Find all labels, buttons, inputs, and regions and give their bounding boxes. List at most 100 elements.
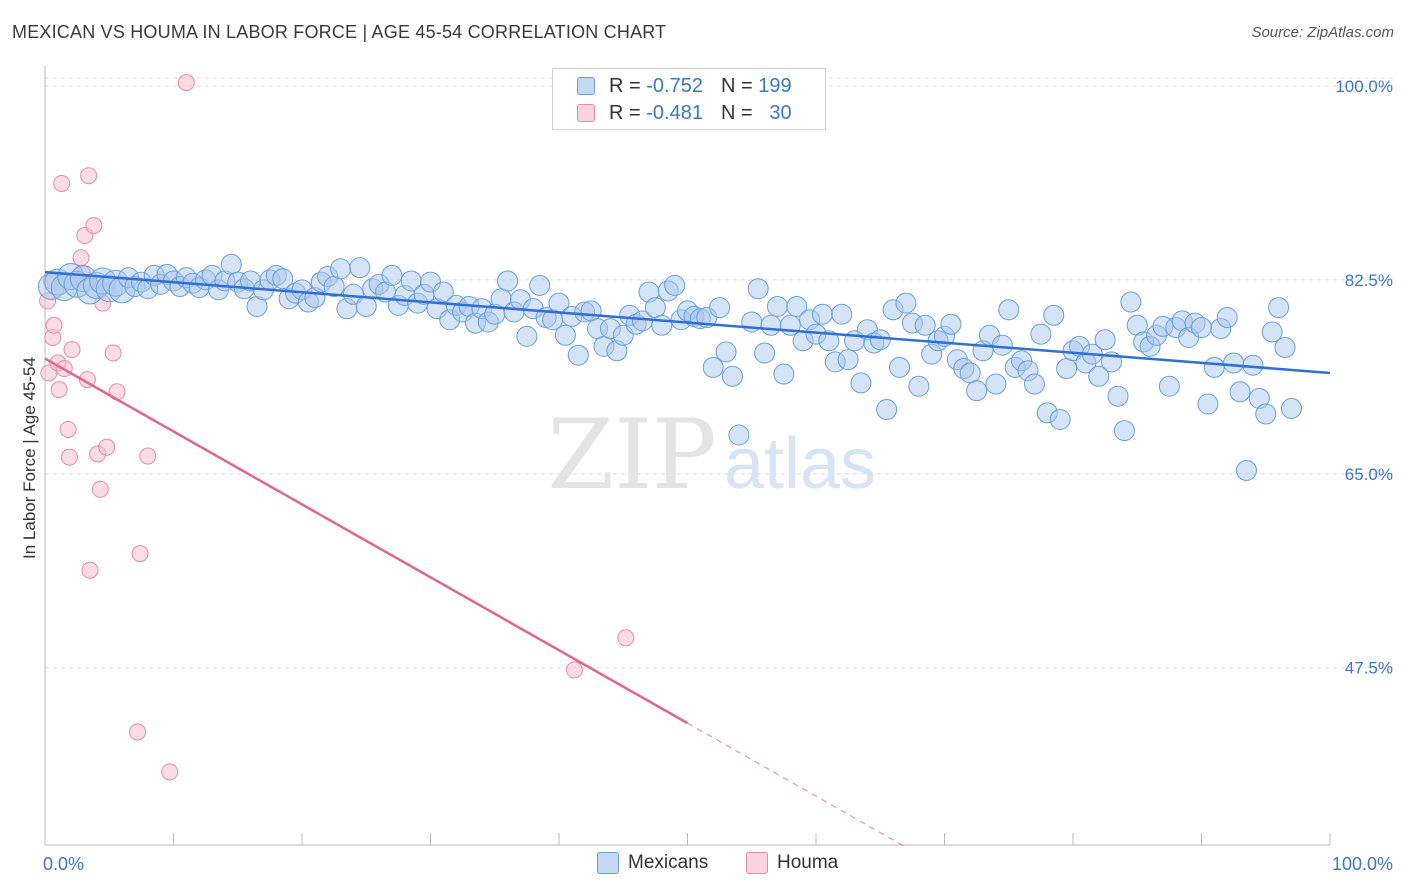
mexicans-point xyxy=(876,399,898,421)
mexicans-point xyxy=(991,334,1013,356)
houma-point xyxy=(72,249,90,267)
mexicans-point xyxy=(1030,323,1052,345)
legend-row-houma: R = -0.481 N = 30 xyxy=(577,101,792,125)
mexicans-point xyxy=(1235,459,1257,481)
source-note: Source: ZipAtlas.com xyxy=(1251,24,1394,41)
series-legend: Mexicans Houma xyxy=(0,852,1406,878)
legend-item-mexicans[interactable]: Mexicans xyxy=(597,852,708,874)
houma-points xyxy=(39,74,635,781)
mexicans-point xyxy=(786,295,808,317)
mexicans-point xyxy=(908,375,930,397)
mexicans-point xyxy=(272,268,294,290)
mexicans-point xyxy=(837,349,859,371)
mexicans-point xyxy=(959,362,981,384)
houma-point xyxy=(60,448,78,466)
y-tick-label: 47.5% xyxy=(1345,659,1393,678)
houma-point xyxy=(45,316,63,334)
mexicans-point xyxy=(1229,381,1251,403)
mexicans-point xyxy=(747,278,769,300)
mexicans-point xyxy=(554,324,576,346)
houma-point xyxy=(104,344,122,362)
mexicans-point xyxy=(432,281,454,303)
houma-point xyxy=(81,561,99,579)
mexicans-point xyxy=(985,373,1007,395)
mexicans-point xyxy=(831,303,853,325)
mexicans-point xyxy=(664,274,686,296)
mexicans-point xyxy=(1268,297,1290,319)
houma-point xyxy=(161,763,179,781)
y-axis-label: In Labor Force | Age 45-54 xyxy=(20,357,39,559)
watermark-atlas: atlas xyxy=(724,424,876,504)
y-tick-label: 65.0% xyxy=(1345,465,1393,484)
houma-point xyxy=(617,629,635,647)
watermark-zip: ZIP xyxy=(547,399,716,511)
mexicans-point xyxy=(220,253,242,275)
mexicans-point xyxy=(580,300,602,322)
mexicans-point xyxy=(330,258,352,280)
r-label: R = xyxy=(609,101,641,124)
mexicans-point xyxy=(1056,358,1078,380)
mexicans-point xyxy=(1043,304,1065,326)
houma-trend-line xyxy=(44,357,689,725)
mexicans-point xyxy=(1120,291,1142,313)
houma-point xyxy=(80,167,98,185)
mexicans-point xyxy=(1049,408,1071,430)
y-tick-label: 82.5% xyxy=(1345,271,1393,290)
n-label: N = xyxy=(720,101,753,124)
mexicans-point xyxy=(869,329,891,351)
n-value: 199 xyxy=(758,74,792,97)
mexicans-point xyxy=(966,380,988,402)
trend-lines xyxy=(44,270,1331,848)
axes xyxy=(44,66,1331,846)
houma-trend-extension xyxy=(687,722,907,848)
mexicans-point xyxy=(754,342,776,364)
houma-point xyxy=(98,438,116,456)
houma-swatch xyxy=(746,852,768,874)
houma-point xyxy=(59,420,77,438)
mexicans-point xyxy=(1216,307,1238,329)
houma-swatch xyxy=(577,104,595,122)
mexicans-point xyxy=(1203,356,1225,378)
mexicans-point xyxy=(516,325,538,347)
mexicans-point xyxy=(721,365,743,387)
mexicans-point xyxy=(709,297,731,319)
legend-item-houma[interactable]: Houma xyxy=(746,852,838,874)
r-value: -0.752 xyxy=(646,74,703,97)
houma-point xyxy=(177,74,195,92)
mexicans-point xyxy=(1274,336,1296,358)
mexicans-point xyxy=(895,292,917,314)
houma-point xyxy=(63,341,81,359)
mexicans-point xyxy=(1088,365,1110,387)
mexicans-point xyxy=(651,314,673,336)
mexicans-trend-line xyxy=(44,270,1331,375)
mexicans-point xyxy=(702,356,724,378)
houma-point xyxy=(129,723,147,741)
chart-title: MEXICAN VS HOUMA IN LABOR FORCE | AGE 45… xyxy=(12,22,667,42)
mexicans-point xyxy=(355,295,377,317)
mexicans-point xyxy=(644,297,666,319)
mexicans-point xyxy=(342,283,364,305)
tick-labels: 100.0% 82.5% 65.0% 47.5% 0.0% 100.0% xyxy=(43,77,1393,874)
mexicans-point xyxy=(349,257,371,279)
houma-point xyxy=(50,381,68,399)
mexicans-point xyxy=(850,372,872,394)
houma-point xyxy=(91,480,109,498)
houma-point xyxy=(131,545,149,563)
mexicans-point xyxy=(914,314,936,336)
mexicans-point xyxy=(1197,393,1219,415)
x-tick-label: 0.0% xyxy=(43,854,84,874)
mexicans-point xyxy=(1158,375,1180,397)
mexicans-point xyxy=(381,264,403,286)
mexicans-point xyxy=(1107,385,1129,407)
mexicans-point xyxy=(1223,352,1245,374)
mexicans-point xyxy=(715,341,737,363)
mexicans-point xyxy=(811,303,833,325)
mexicans-swatch xyxy=(577,77,595,95)
mexicans-point xyxy=(1023,373,1045,395)
mexicans-point xyxy=(1280,397,1302,419)
mexicans-point xyxy=(1113,420,1135,442)
mexicans-swatch xyxy=(597,852,619,874)
y-tick-label: 100.0% xyxy=(1335,77,1393,96)
watermark: ZIP atlas xyxy=(547,399,876,511)
mexicans-point xyxy=(940,313,962,335)
